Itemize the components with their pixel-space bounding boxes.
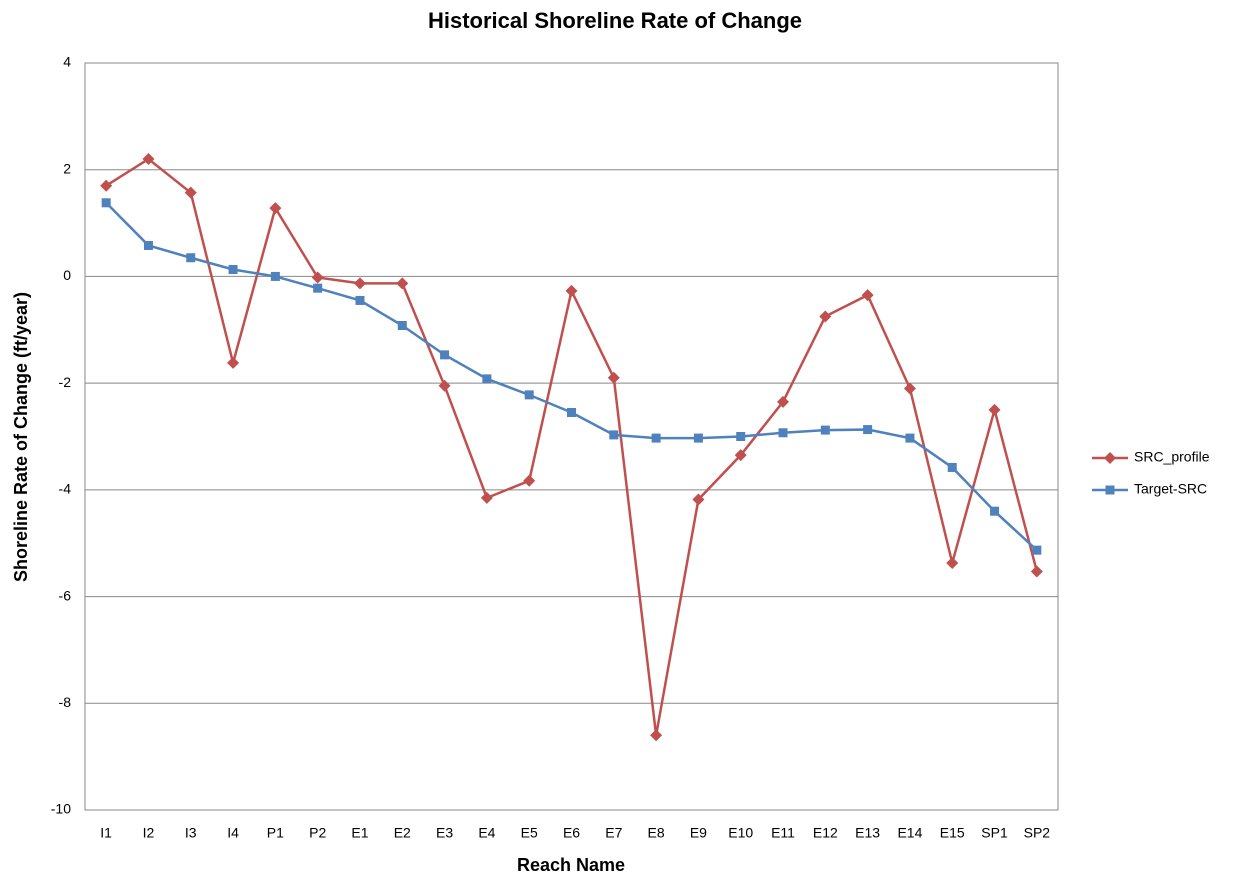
y-axis-title: Shoreline Rate of Change (ft/year) [11, 292, 31, 582]
data-point [397, 321, 407, 331]
x-tick-label: E6 [563, 825, 580, 841]
data-point [651, 433, 661, 443]
data-point [607, 371, 620, 384]
data-point [100, 179, 113, 192]
legend-marker [1105, 485, 1115, 495]
data-point [693, 433, 703, 443]
x-tick-label: E5 [521, 825, 538, 841]
x-tick-label: E13 [855, 825, 880, 841]
data-point [227, 356, 240, 369]
data-point [396, 277, 409, 290]
legend-label: SRC_profile [1134, 449, 1210, 465]
x-tick-label: E4 [478, 825, 495, 841]
x-tick-label: P1 [267, 825, 284, 841]
x-tick-label: SP2 [1024, 825, 1051, 841]
data-point [143, 240, 153, 250]
y-tick-label: -6 [59, 587, 72, 603]
data-point [353, 277, 366, 290]
data-point [567, 407, 576, 417]
data-point [820, 425, 830, 435]
y-tick-label: -8 [59, 694, 72, 710]
data-point [440, 350, 450, 360]
x-tick-label: P2 [309, 825, 326, 841]
data-point [947, 462, 957, 472]
data-point [270, 271, 280, 281]
y-tick-label: 0 [63, 267, 71, 283]
data-point [523, 474, 536, 487]
data-point [903, 382, 916, 395]
y-tick-label: -10 [51, 801, 71, 817]
data-point [905, 433, 915, 443]
data-point [313, 283, 323, 293]
data-point [863, 425, 873, 435]
y-tick-label: 2 [63, 160, 71, 176]
data-point [990, 506, 1000, 516]
data-point [692, 493, 705, 506]
x-tick-label: E3 [436, 825, 453, 841]
data-point [184, 186, 197, 199]
data-point [819, 310, 832, 323]
data-point [609, 430, 619, 440]
x-tick-label: SP1 [981, 825, 1008, 841]
legend-label: Target-SRC [1134, 481, 1207, 497]
data-point [228, 264, 238, 274]
data-point [861, 289, 874, 302]
data-point [778, 428, 788, 438]
x-tick-label: E7 [605, 825, 622, 841]
data-point [482, 374, 492, 384]
data-point [1032, 545, 1042, 555]
data-point [524, 390, 534, 400]
x-tick-label: I4 [227, 825, 239, 841]
data-point [1030, 565, 1043, 578]
plot-border [84, 62, 1059, 811]
x-tick-label: E1 [351, 825, 368, 841]
x-tick-label: E14 [897, 825, 922, 841]
data-point [736, 432, 746, 441]
x-axis-title: Reach Name [517, 855, 625, 875]
data-point [101, 198, 111, 208]
chart-title: Historical Shoreline Rate of Change [428, 8, 802, 33]
y-tick-label: -2 [59, 374, 72, 390]
data-point [186, 253, 196, 263]
data-point [777, 395, 790, 408]
y-tick-label: -4 [59, 481, 72, 497]
x-tick-label: I3 [185, 825, 197, 841]
data-point [565, 284, 578, 297]
x-tick-label: E12 [813, 825, 838, 841]
data-point [142, 153, 155, 166]
data-point [946, 556, 959, 569]
x-tick-label: E9 [690, 825, 707, 841]
data-point [269, 202, 282, 215]
data-point [988, 403, 1001, 416]
data-point [438, 379, 451, 392]
x-tick-label: E11 [771, 825, 795, 841]
x-tick-label: E2 [394, 825, 411, 841]
x-tick-label: E10 [728, 825, 753, 841]
data-point [311, 271, 324, 284]
x-tick-label: E15 [940, 825, 965, 841]
data-point [734, 449, 747, 462]
x-tick-label: I2 [143, 825, 155, 841]
x-tick-label: I1 [100, 825, 112, 841]
data-point [355, 295, 365, 305]
data-point [480, 491, 493, 504]
x-tick-label: E8 [648, 825, 665, 841]
y-tick-label: 4 [63, 54, 71, 70]
data-point [650, 729, 663, 742]
legend-marker [1104, 452, 1116, 464]
